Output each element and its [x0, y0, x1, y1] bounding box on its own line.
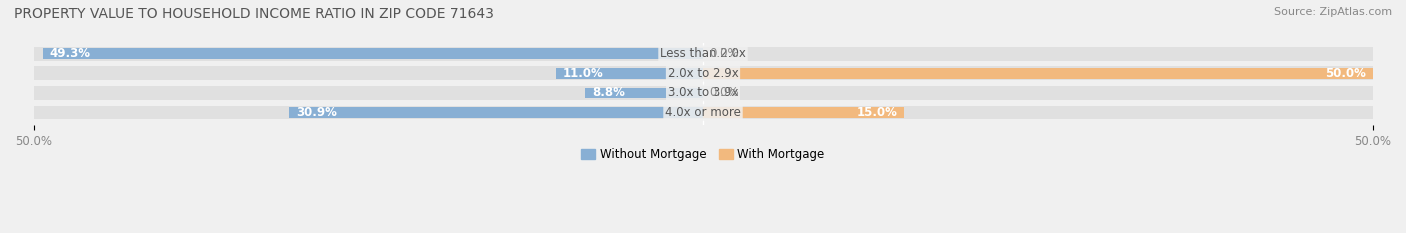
Bar	[290, 107, 703, 118]
Text: Source: ZipAtlas.com: Source: ZipAtlas.com	[1274, 7, 1392, 17]
Text: 11.0%: 11.0%	[562, 67, 603, 80]
Bar	[703, 107, 904, 118]
Text: 0.0%: 0.0%	[710, 47, 740, 60]
Bar	[585, 88, 703, 98]
Text: PROPERTY VALUE TO HOUSEHOLD INCOME RATIO IN ZIP CODE 71643: PROPERTY VALUE TO HOUSEHOLD INCOME RATIO…	[14, 7, 494, 21]
Text: 50.0%: 50.0%	[1324, 67, 1365, 80]
Bar	[34, 86, 703, 100]
Bar	[34, 66, 703, 80]
Text: 30.9%: 30.9%	[295, 106, 337, 119]
Text: 8.8%: 8.8%	[592, 86, 624, 99]
Legend: Without Mortgage, With Mortgage: Without Mortgage, With Mortgage	[578, 144, 828, 164]
Bar	[42, 48, 703, 59]
Bar	[34, 106, 703, 119]
Bar	[703, 106, 1372, 119]
Bar	[703, 66, 1372, 80]
Bar	[703, 86, 1372, 100]
Text: 0.0%: 0.0%	[710, 86, 740, 99]
Text: Less than 2.0x: Less than 2.0x	[659, 47, 747, 60]
Bar	[555, 68, 703, 79]
Bar	[703, 68, 1372, 79]
Text: 15.0%: 15.0%	[856, 106, 897, 119]
Bar	[703, 47, 1372, 61]
Text: 2.0x to 2.9x: 2.0x to 2.9x	[668, 67, 738, 80]
Text: 49.3%: 49.3%	[49, 47, 90, 60]
Bar	[34, 47, 703, 61]
Text: 4.0x or more: 4.0x or more	[665, 106, 741, 119]
Text: 3.0x to 3.9x: 3.0x to 3.9x	[668, 86, 738, 99]
